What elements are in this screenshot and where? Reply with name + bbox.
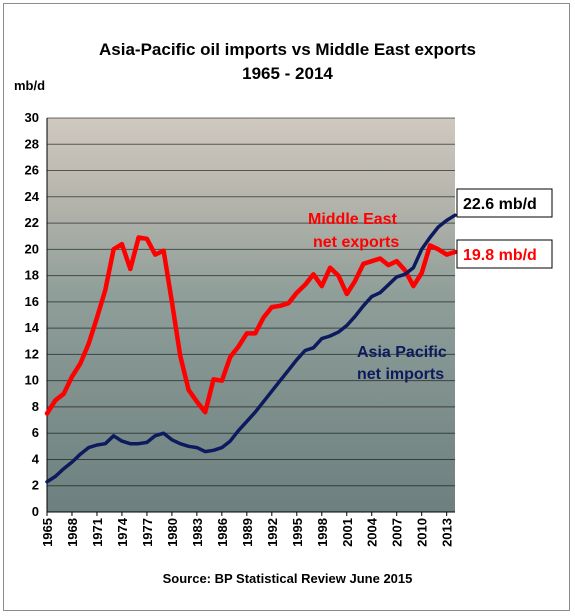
asia-series-label-line2: net imports [357, 366, 444, 383]
me-series-label-line1: Middle East [308, 211, 398, 228]
asia-end-value-label: 22.6 mb/d [463, 196, 537, 213]
me-series-label-line2: net exports [313, 234, 399, 251]
me-end-value-label: 19.8 mb/d [463, 247, 537, 264]
asia-end-value-box [456, 188, 553, 218]
x-tick-label: 2001 [340, 518, 355, 547]
x-tick-label: 1989 [240, 518, 255, 547]
x-tick-label: 1983 [190, 518, 205, 547]
x-tick-label: 1968 [65, 518, 80, 547]
y-axis-unit-label: mb/d [14, 78, 46, 93]
source-note: Source: BP Statistical Review June 2015 [162, 571, 413, 586]
x-tick-label: 1995 [290, 518, 305, 547]
y-tick-label: 4 [32, 451, 40, 466]
x-tick-label: 2007 [390, 518, 405, 547]
plot-background [47, 118, 455, 512]
y-tick-label: 16 [25, 294, 39, 309]
y-tick-label: 22 [25, 215, 39, 230]
x-tick-label: 1986 [215, 518, 230, 547]
x-tick-label: 2010 [415, 518, 430, 547]
plot-area [47, 118, 455, 512]
y-tick-label: 12 [25, 346, 39, 361]
asia-pacific-line [45, 213, 457, 484]
middle-east-line [44, 235, 458, 416]
y-tick-label: 24 [25, 189, 40, 204]
x-tick-label: 1998 [315, 518, 330, 547]
y-tick-label: 2 [32, 478, 39, 493]
x-tick-label: 1965 [40, 518, 55, 547]
y-tick-label: 30 [25, 110, 39, 125]
asia-series-label-line1: Asia Pacific [357, 344, 447, 361]
x-tick-label: 1980 [165, 518, 180, 547]
series-lines [44, 213, 458, 484]
me-end-value-box [456, 239, 553, 269]
y-tick-label: 0 [32, 504, 39, 519]
y-tick-label: 10 [25, 373, 39, 388]
x-tick-labels: 1965 1968 1971 1974 1977 1980 1983 1986 1989 1992… [40, 512, 455, 547]
x-tick-label: 1971 [90, 518, 105, 547]
y-tick-label: 8 [32, 399, 39, 414]
y-tick-label: 6 [32, 425, 39, 440]
y-tick-label: 18 [25, 268, 39, 283]
grid-lines [46, 117, 455, 513]
x-tick-label: 1974 [115, 517, 130, 547]
x-tick-label: 1992 [265, 518, 280, 547]
x-tick-label: 2013 [440, 518, 455, 547]
chart-title: Asia-Pacific oil imports vs Middle East … [99, 40, 476, 59]
y-tick-label: 28 [25, 136, 39, 151]
y-tick-label: 20 [25, 241, 39, 256]
x-tick-label: 1977 [140, 518, 155, 547]
y-tick-label: 14 [25, 320, 40, 335]
x-tick-label: 2004 [365, 517, 380, 547]
chart-subtitle: 1965 - 2014 [242, 64, 333, 83]
y-tick-label: 26 [25, 163, 39, 178]
